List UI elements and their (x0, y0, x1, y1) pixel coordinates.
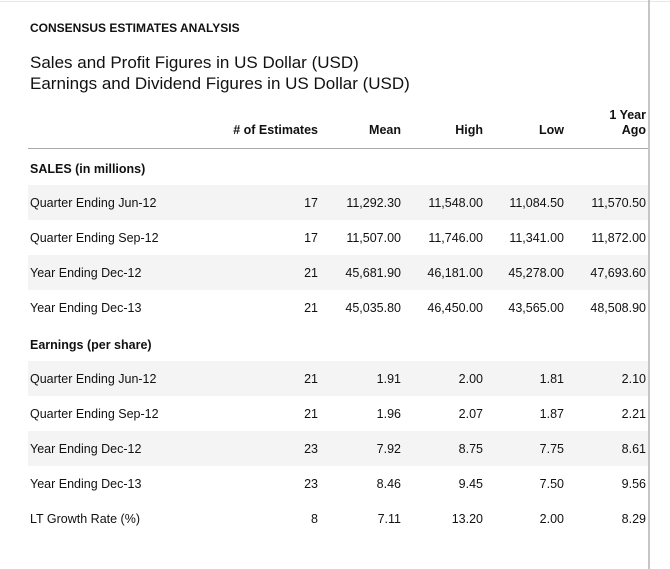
low-cell: 11,084.50 (509, 195, 564, 210)
table-row: Quarter Ending Sep-12 17 11,507.00 11,74… (28, 220, 648, 255)
row-label: Year Ending Dec-13 (30, 476, 142, 491)
table-row: Year Ending Dec-12 23 7.92 8.75 7.75 8.6… (28, 431, 648, 466)
page-title-line-1: Sales and Profit Figures in US Dollar (U… (30, 53, 359, 72)
table-header-row: # of Estimates Mean High Low 1 Year Ago (28, 108, 648, 149)
mean-cell: 7.11 (377, 511, 401, 526)
low-cell: 1.87 (539, 406, 564, 421)
high-cell: 9.45 (458, 476, 483, 491)
estimates-cell: 21 (304, 406, 318, 421)
row-label: Year Ending Dec-13 (30, 300, 142, 315)
low-cell: 7.75 (539, 441, 564, 456)
estimates-cell: 23 (304, 476, 318, 491)
row-label: LT Growth Rate (%) (30, 511, 140, 526)
year-ago-cell: 8.61 (621, 441, 646, 456)
table-row: Quarter Ending Jun-12 21 1.91 2.00 1.81 … (28, 361, 648, 396)
row-label: Year Ending Dec-12 (30, 441, 142, 456)
high-cell: 46,181.00 (427, 265, 483, 280)
estimates-cell: 21 (304, 371, 318, 386)
estimates-table: # of Estimates Mean High Low 1 Year Ago … (28, 108, 648, 536)
year-ago-cell: 8.29 (621, 511, 646, 526)
year-ago-cell: 2.10 (621, 371, 646, 386)
year-ago-cell: 11,872.00 (591, 230, 646, 245)
low-cell: 45,278.00 (508, 265, 564, 280)
column-header-year-ago: 1 Year Ago (609, 108, 646, 137)
low-cell: 7.50 (539, 476, 564, 491)
mean-cell: 45,681.90 (345, 265, 401, 280)
low-cell: 11,341.00 (509, 230, 564, 245)
estimates-cell: 17 (304, 195, 318, 210)
page-title-line-2: Earnings and Dividend Figures in US Doll… (30, 74, 410, 93)
mean-cell: 1.96 (376, 406, 401, 421)
mean-cell: 11,292.30 (346, 195, 401, 210)
panel-right-border (648, 0, 650, 569)
top-divider (0, 1, 670, 2)
high-cell: 13.20 (451, 511, 483, 526)
high-cell: 8.75 (458, 441, 483, 456)
row-label: Quarter Ending Jun-12 (30, 195, 157, 210)
table-row: Year Ending Dec-13 23 8.46 9.45 7.50 9.5… (28, 466, 648, 501)
year-ago-cell: 48,508.90 (590, 300, 646, 315)
table-row: Year Ending Dec-13 21 45,035.80 46,450.0… (28, 290, 648, 325)
mean-cell: 8.46 (376, 476, 401, 491)
page-title: Sales and Profit Figures in US Dollar (U… (28, 52, 648, 94)
high-cell: 11,548.00 (428, 195, 483, 210)
estimates-cell: 8 (311, 511, 318, 526)
column-header-mean: Mean (369, 123, 401, 137)
estimates-cell: 23 (304, 441, 318, 456)
section-header: SALES (in millions) (30, 162, 146, 176)
consensus-estimates-panel: CONSENSUS ESTIMATES ANALYSIS Sales and P… (28, 0, 648, 536)
row-label: Quarter Ending Jun-12 (30, 371, 157, 386)
high-cell: 2.00 (458, 371, 483, 386)
low-cell: 43,565.00 (508, 300, 564, 315)
mean-cell: 1.91 (376, 371, 401, 386)
table-row: Year Ending Dec-12 21 45,681.90 46,181.0… (28, 255, 648, 290)
table-row: Quarter Ending Sep-12 21 1.96 2.07 1.87 … (28, 396, 648, 431)
section-header: Earnings (per share) (30, 338, 152, 352)
year-ago-cell: 2.21 (621, 406, 646, 421)
column-header-low: Low (539, 123, 564, 137)
year-ago-cell: 11,570.50 (591, 195, 646, 210)
table-row: Quarter Ending Jun-12 17 11,292.30 11,54… (28, 185, 648, 220)
row-label: Year Ending Dec-12 (30, 265, 142, 280)
column-header-estimates: # of Estimates (233, 123, 318, 137)
year-ago-cell: 9.56 (621, 476, 646, 491)
row-label: Quarter Ending Sep-12 (30, 406, 159, 421)
high-cell: 2.07 (458, 406, 483, 421)
column-header-high: High (455, 123, 483, 137)
year-ago-cell: 47,693.60 (590, 265, 646, 280)
mean-cell: 11,507.00 (346, 230, 401, 245)
row-label: Quarter Ending Sep-12 (30, 230, 159, 245)
high-cell: 46,450.00 (427, 300, 483, 315)
low-cell: 2.00 (539, 511, 564, 526)
table-body: SALES (in millions) Quarter Ending Jun-1… (28, 149, 648, 536)
estimates-cell: 17 (304, 230, 318, 245)
mean-cell: 7.92 (376, 441, 401, 456)
estimates-cell: 21 (304, 300, 318, 315)
page-eyebrow: CONSENSUS ESTIMATES ANALYSIS (30, 21, 240, 35)
table-row: LT Growth Rate (%) 8 7.11 13.20 2.00 8.2… (28, 501, 648, 536)
mean-cell: 45,035.80 (345, 300, 401, 315)
low-cell: 1.81 (539, 371, 564, 386)
high-cell: 11,746.00 (428, 230, 483, 245)
estimates-cell: 21 (304, 265, 318, 280)
